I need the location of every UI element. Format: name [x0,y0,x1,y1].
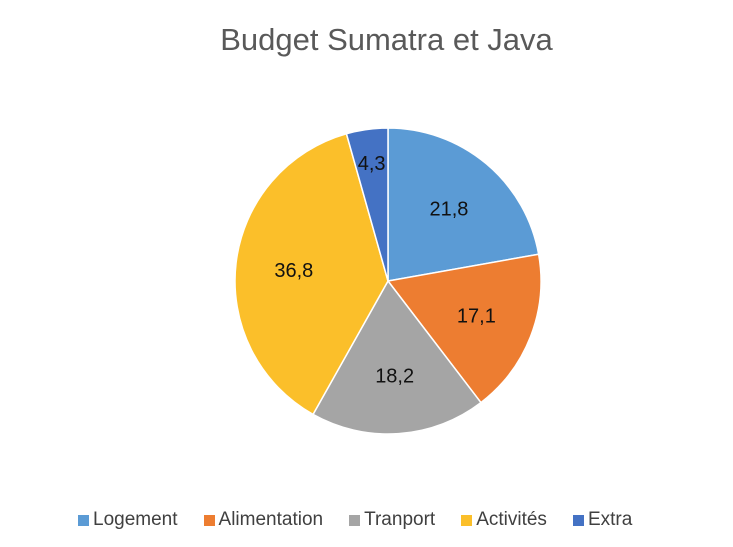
data-label: 4,3 [358,153,386,175]
pie-slice-logement [387,127,540,282]
pie-slices [234,127,542,435]
pie-slice-alimentation [386,253,542,404]
legend-swatch-icon [572,514,584,526]
legend-label: Logement [93,509,178,530]
pie-slice-extra [345,127,389,282]
legend-swatch-icon [461,514,473,526]
legend-label: Tranport [364,509,436,530]
chart-title: Budget Sumatra et Java [220,22,553,57]
data-label: 17,1 [457,305,496,327]
pie-slice-tranport [312,279,482,435]
legend-item-logement: Logement [78,509,178,531]
data-label: 36,8 [274,260,313,282]
legend-item-alimentation: Alimentation [203,509,324,531]
legend-label: Activités [476,509,547,530]
data-label: 21,8 [429,198,468,220]
legend-item-activites: Activités [461,509,547,531]
legend-swatch-icon [203,514,215,526]
legend-label: Alimentation [218,509,324,530]
pie-data-labels: 21,8 17,1 18,2 36,8 4,3 [274,153,496,388]
legend-swatch-icon [349,514,361,526]
legend-label: Extra [587,509,633,530]
legend-swatch-icon [78,514,89,526]
pie-slice-activites [234,132,389,416]
chart-legend: Logement Alimentation Tranport Activités… [78,509,658,531]
legend-item-extra: Extra [572,509,633,531]
data-label: 18,2 [375,366,414,388]
legend-item-tranport: Tranport [349,509,435,531]
